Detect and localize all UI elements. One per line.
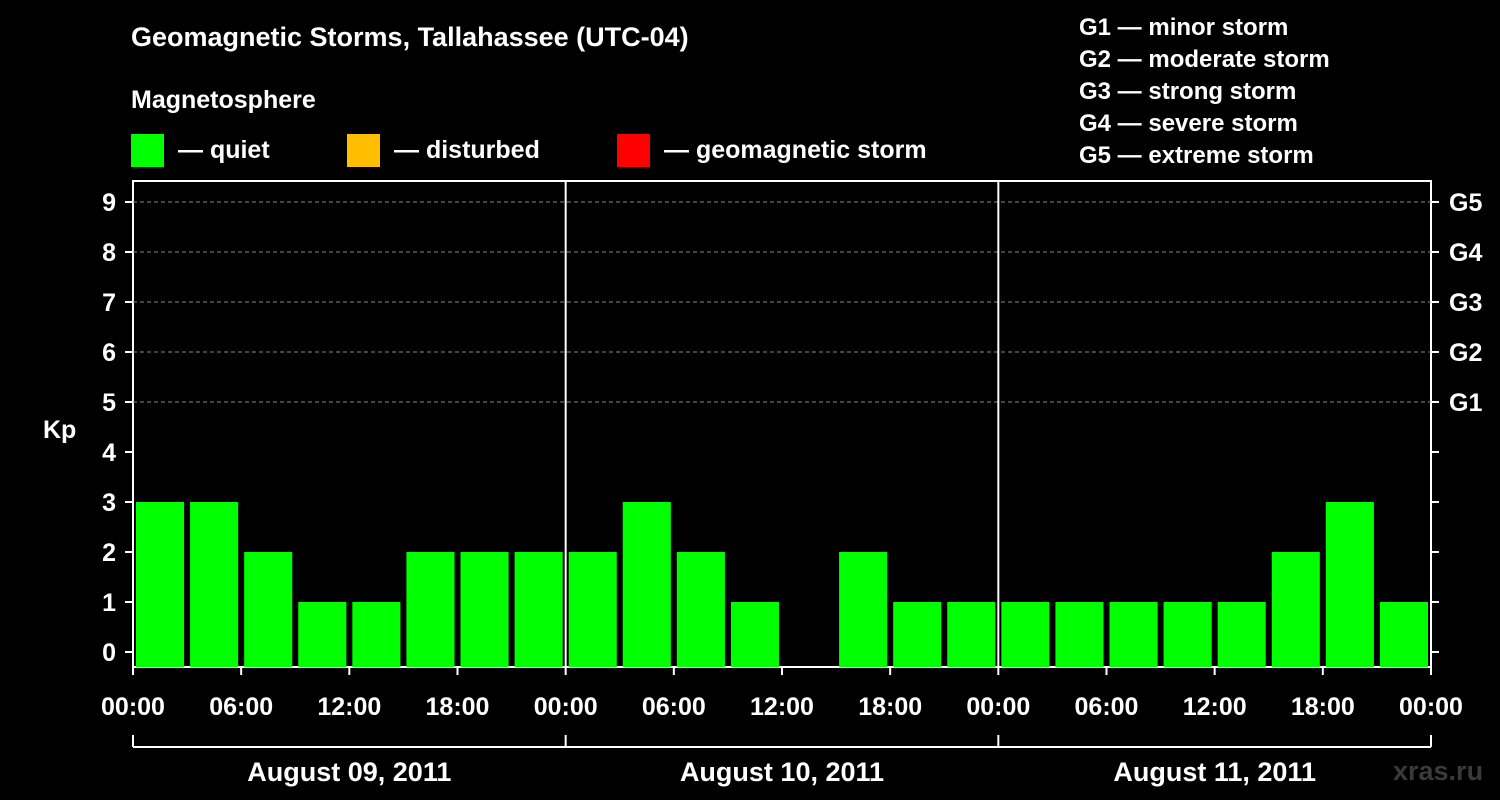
kp-bar (1271, 552, 1320, 667)
y-tick-label: 3 (102, 489, 116, 517)
kp-bar (1109, 602, 1158, 667)
plot-frame (132, 180, 1432, 668)
date-label: August 09, 2011 (247, 757, 451, 787)
x-tick-label: 18:00 (426, 693, 490, 721)
kp-bar (839, 552, 888, 667)
kp-bar (190, 502, 239, 667)
kp-bar (1379, 602, 1428, 667)
x-tick-label: 12:00 (750, 693, 814, 721)
y-tick-label: 7 (102, 289, 116, 317)
legend-item: — disturbed (347, 132, 540, 168)
storm-level-item: G4 — severe storm (1079, 110, 1298, 137)
y-tick-label: 2 (102, 539, 116, 567)
y-tick-label: 9 (102, 189, 116, 217)
chart-subtitle: Magnetosphere (131, 86, 316, 114)
y-tick-label: 4 (102, 439, 116, 467)
kp-bar (1217, 602, 1266, 667)
kp-bar (352, 602, 401, 667)
g-scale-label: G5 (1449, 189, 1482, 217)
x-tick-label: 12:00 (317, 693, 381, 721)
date-label: August 10, 2011 (680, 757, 884, 787)
legend-item: — geomagnetic storm (617, 132, 927, 168)
kp-bar (947, 602, 996, 667)
kp-bar (730, 602, 779, 667)
y-tick-label: 8 (102, 239, 116, 267)
x-tick-label: 06:00 (209, 693, 273, 721)
x-tick-label: 06:00 (642, 693, 706, 721)
kp-bar (1055, 602, 1104, 667)
kp-bar (893, 602, 942, 667)
y-tick-label: 1 (102, 589, 116, 617)
chart-title: Geomagnetic Storms, Tallahassee (UTC-04) (131, 22, 689, 52)
x-tick-label: 00:00 (101, 693, 165, 721)
legend-label: — quiet (178, 135, 270, 164)
storm-level-item: G1 — minor storm (1079, 14, 1289, 41)
y-tick-label: 0 (102, 639, 116, 667)
g-scale-label: G4 (1449, 239, 1482, 267)
legend-item: — quiet (131, 132, 270, 168)
legend-swatch (617, 133, 650, 167)
x-tick-label: 18:00 (858, 693, 922, 721)
x-tick-label: 00:00 (966, 693, 1030, 721)
kp-bar (136, 502, 185, 667)
watermark: xras.ru (1393, 756, 1484, 786)
kp-bar (406, 552, 455, 667)
g-scale-label: G1 (1449, 389, 1482, 417)
date-label: August 11, 2011 (1113, 757, 1316, 787)
kp-bar (460, 552, 509, 667)
kp-bar (568, 552, 617, 667)
x-tick-label: 06:00 (1075, 693, 1139, 721)
legend-label: — disturbed (394, 135, 540, 164)
legend-swatch (131, 133, 164, 167)
kp-bar (514, 552, 563, 667)
x-tick-label: 12:00 (1183, 693, 1247, 721)
y-tick-label: 6 (102, 339, 116, 367)
kp-bar (676, 552, 725, 667)
storm-level-item: G5 — extreme storm (1079, 142, 1314, 169)
kp-bar (622, 502, 671, 667)
x-tick-label: 00:00 (1399, 693, 1463, 721)
legend-swatch (347, 133, 380, 167)
g-scale-label: G2 (1449, 339, 1482, 367)
kp-bar (1163, 602, 1212, 667)
y-tick-label: 5 (102, 389, 116, 417)
kp-bar (298, 602, 347, 667)
storm-level-item: G2 — moderate storm (1079, 46, 1330, 73)
legend-label: — geomagnetic storm (664, 135, 927, 164)
y-axis-label: Kp (43, 416, 76, 444)
x-tick-label: 18:00 (1291, 693, 1355, 721)
kp-bar (244, 552, 293, 667)
x-tick-label: 00:00 (534, 693, 598, 721)
storm-level-item: G3 — strong storm (1079, 78, 1297, 105)
kp-bar (1325, 502, 1374, 667)
g-scale-label: G3 (1449, 289, 1482, 317)
kp-bar (1001, 602, 1050, 667)
